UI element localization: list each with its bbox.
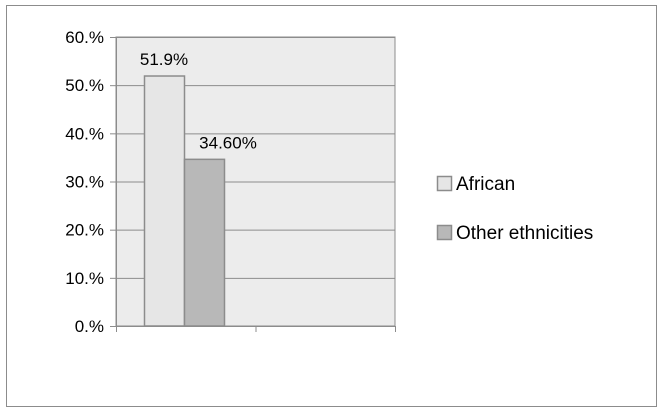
data-labels: 51.9% 34.60% (140, 50, 257, 152)
y-axis-tick-labels: 0.% 10.% 20.% 30.% 40.% 50.% 60.% (65, 28, 104, 336)
legend: African Other ethnicities (436, 174, 593, 244)
data-label-other-ethnicities: 34.60% (199, 133, 257, 152)
bars (143, 75, 226, 327)
y-tick-label: 50.% (65, 76, 104, 95)
y-tick-label: 0.% (75, 317, 104, 336)
bar-other-ethnicities (183, 158, 226, 327)
legend-label: African (456, 174, 515, 195)
data-label-african: 51.9% (140, 50, 188, 69)
y-tick-label: 20.% (65, 221, 104, 240)
legend-label: Other ethnicities (456, 223, 593, 244)
bar-african (143, 75, 186, 327)
legend-swatch (436, 224, 453, 241)
y-tick-label: 10.% (65, 269, 104, 288)
y-tick-label: 60.% (65, 28, 104, 47)
y-tick-label: 40.% (65, 124, 104, 143)
y-tick-label: 30.% (65, 173, 104, 192)
legend-swatch (436, 175, 453, 192)
